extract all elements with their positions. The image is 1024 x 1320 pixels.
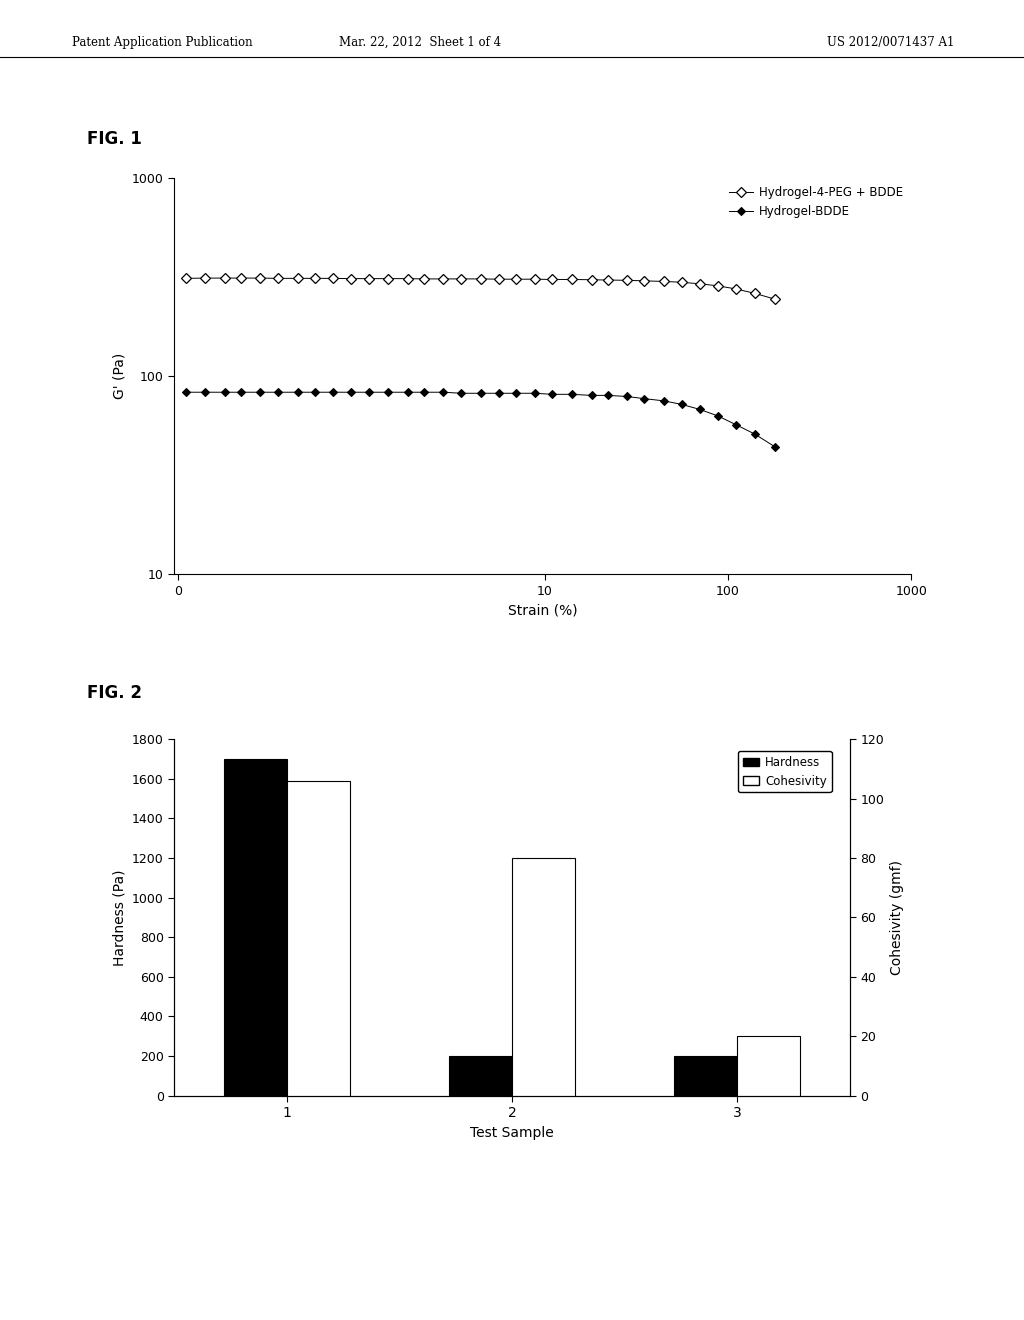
Hydrogel-BDDE [493, 385, 505, 401]
Hydrogel-BDDE [729, 417, 741, 433]
Hydrogel-4-PEG + BDDE [327, 271, 339, 286]
Text: Mar. 22, 2012  Sheet 1 of 4: Mar. 22, 2012 Sheet 1 of 4 [339, 36, 501, 49]
Y-axis label: G' (Pa): G' (Pa) [113, 352, 126, 400]
Hydrogel-BDDE [292, 384, 304, 400]
Hydrogel-BDDE [475, 385, 487, 401]
Hydrogel-4-PEG + BDDE [199, 271, 211, 286]
Hydrogel-BDDE [455, 385, 467, 401]
Hydrogel-BDDE [510, 385, 522, 401]
Hydrogel-BDDE [638, 391, 650, 407]
Hydrogel-BDDE [749, 426, 761, 442]
Hydrogel-BDDE [693, 401, 706, 417]
Hydrogel-4-PEG + BDDE [546, 272, 558, 288]
Bar [449, 1056, 512, 1096]
Hydrogel-4-PEG + BDDE [749, 285, 761, 301]
Hydrogel-4-PEG + BDDE [493, 272, 505, 288]
Text: FIG. 2: FIG. 2 [87, 684, 142, 702]
Hydrogel-4-PEG + BDDE [219, 271, 231, 286]
Hydrogel-BDDE [546, 387, 558, 403]
Y-axis label: Hardness (Pa): Hardness (Pa) [113, 869, 126, 966]
Hydrogel-4-PEG + BDDE [437, 271, 450, 286]
Bar [737, 1036, 801, 1096]
Hydrogel-4-PEG + BDDE [418, 271, 430, 286]
Hydrogel-4-PEG + BDDE [362, 271, 375, 286]
Line: Hydrogel-4-PEG + BDDE: Hydrogel-4-PEG + BDDE [182, 275, 778, 302]
Bar [674, 1056, 737, 1096]
Hydrogel-BDDE [586, 388, 598, 404]
Bar [512, 858, 575, 1096]
Hydrogel-BDDE [528, 385, 541, 401]
Bar [223, 759, 287, 1096]
Hydrogel-4-PEG + BDDE [234, 271, 247, 286]
Hydrogel-4-PEG + BDDE [621, 272, 633, 288]
Legend: Hydrogel-4-PEG + BDDE, Hydrogel-BDDE: Hydrogel-4-PEG + BDDE, Hydrogel-BDDE [725, 182, 908, 223]
Hydrogel-4-PEG + BDDE [658, 273, 671, 289]
Hydrogel-4-PEG + BDDE [402, 271, 415, 286]
Hydrogel-BDDE [621, 388, 633, 404]
Hydrogel-4-PEG + BDDE [475, 271, 487, 286]
Hydrogel-BDDE [199, 384, 211, 400]
Hydrogel-BDDE [382, 384, 394, 400]
Hydrogel-BDDE [234, 384, 247, 400]
Hydrogel-4-PEG + BDDE [586, 272, 598, 288]
Hydrogel-4-PEG + BDDE [601, 272, 613, 288]
Hydrogel-BDDE [437, 384, 450, 400]
Line: Hydrogel-BDDE: Hydrogel-BDDE [182, 389, 778, 450]
Hydrogel-4-PEG + BDDE [693, 276, 706, 292]
X-axis label: Strain (%): Strain (%) [508, 603, 578, 618]
Hydrogel-4-PEG + BDDE [382, 271, 394, 286]
Hydrogel-4-PEG + BDDE [455, 271, 467, 286]
Hydrogel-BDDE [254, 384, 266, 400]
Hydrogel-4-PEG + BDDE [271, 271, 284, 286]
Hydrogel-BDDE [676, 396, 688, 412]
Text: US 2012/0071437 A1: US 2012/0071437 A1 [827, 36, 954, 49]
Hydrogel-BDDE [565, 387, 578, 403]
Hydrogel-BDDE [402, 384, 415, 400]
Hydrogel-BDDE [345, 384, 357, 400]
Text: FIG. 1: FIG. 1 [87, 129, 142, 148]
Hydrogel-4-PEG + BDDE [638, 273, 650, 289]
Hydrogel-BDDE [327, 384, 339, 400]
Hydrogel-BDDE [179, 384, 191, 400]
Hydrogel-4-PEG + BDDE [510, 272, 522, 288]
Hydrogel-4-PEG + BDDE [729, 281, 741, 297]
Y-axis label: Cohesivity (gmf): Cohesivity (gmf) [890, 859, 904, 975]
Hydrogel-4-PEG + BDDE [179, 271, 191, 286]
Hydrogel-BDDE [418, 384, 430, 400]
Hydrogel-4-PEG + BDDE [676, 275, 688, 290]
Hydrogel-4-PEG + BDDE [254, 271, 266, 286]
Hydrogel-BDDE [309, 384, 322, 400]
Hydrogel-4-PEG + BDDE [345, 271, 357, 286]
Hydrogel-BDDE [219, 384, 231, 400]
Legend: Hardness, Cohesivity: Hardness, Cohesivity [738, 751, 831, 792]
Hydrogel-4-PEG + BDDE [769, 292, 781, 308]
Hydrogel-4-PEG + BDDE [292, 271, 304, 286]
Bar [287, 780, 350, 1096]
X-axis label: Test Sample: Test Sample [470, 1126, 554, 1139]
Hydrogel-4-PEG + BDDE [565, 272, 578, 288]
Hydrogel-4-PEG + BDDE [528, 272, 541, 288]
Hydrogel-4-PEG + BDDE [712, 279, 724, 294]
Hydrogel-BDDE [712, 408, 724, 424]
Hydrogel-BDDE [271, 384, 284, 400]
Hydrogel-4-PEG + BDDE [309, 271, 322, 286]
Text: Patent Application Publication: Patent Application Publication [72, 36, 252, 49]
Hydrogel-BDDE [362, 384, 375, 400]
Hydrogel-BDDE [769, 438, 781, 454]
Hydrogel-BDDE [601, 388, 613, 404]
Hydrogel-BDDE [658, 393, 671, 409]
